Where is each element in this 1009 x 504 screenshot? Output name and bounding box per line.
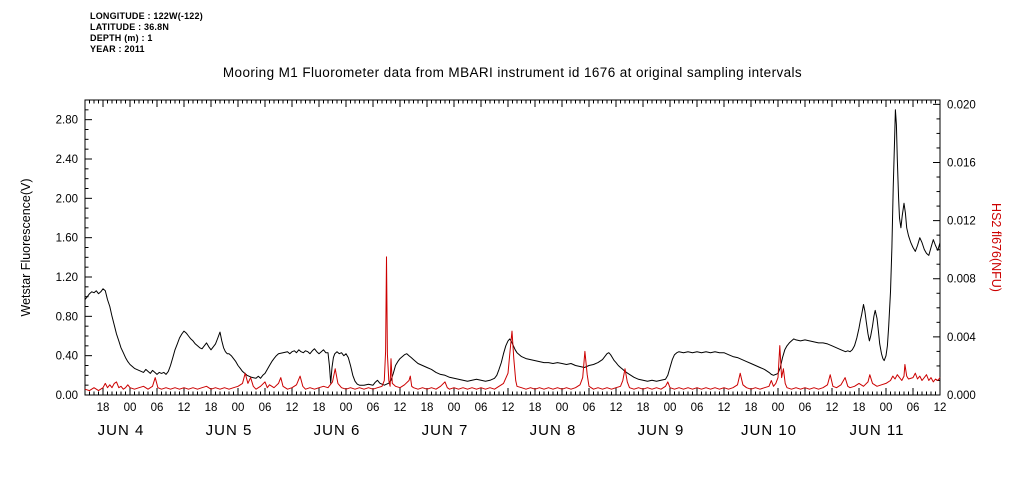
left-tick-label: 2.80 — [56, 115, 78, 127]
x-date-label: JUN 4 — [98, 422, 145, 439]
x-tick-label: 12 — [178, 402, 191, 414]
x-tick-label: 00 — [448, 402, 461, 414]
right-tick-label: 0.000 — [947, 390, 976, 402]
x-tick-label: 18 — [421, 402, 434, 414]
left-tick-label: 2.00 — [56, 193, 78, 205]
left-tick-label: 1.60 — [56, 233, 78, 245]
x-tick-label: 00 — [340, 402, 353, 414]
x-tick-label: 00 — [880, 402, 893, 414]
x-tick-label: 06 — [583, 402, 596, 414]
metadata-year: YEAR : 2011 — [90, 44, 145, 54]
right-tick-label: 0.004 — [947, 332, 976, 344]
x-tick-label: 12 — [502, 402, 515, 414]
x-tick-label: 00 — [124, 402, 137, 414]
hs2-fl676-series-line — [84, 256, 941, 392]
metadata-longitude: LONGITUDE : 122W(-122) — [90, 11, 203, 21]
right-tick-label: 0.016 — [947, 157, 976, 169]
metadata-latitude: LATITUDE : 36.8N — [90, 22, 170, 32]
metadata-block: LONGITUDE : 122W(-122) LATITUDE : 36.8N … — [90, 11, 203, 55]
metadata-depth: DEPTH (m) : 1 — [90, 33, 153, 43]
x-tick-label: 18 — [853, 402, 866, 414]
x-tick-label: 06 — [367, 402, 380, 414]
left-tick-label: 2.40 — [56, 154, 78, 166]
x-tick-label: 12 — [934, 402, 947, 414]
x-tick-label: 00 — [772, 402, 785, 414]
x-tick-label: 18 — [637, 402, 650, 414]
right-axis-title: HS2 fl676(NFU) — [989, 203, 1003, 292]
x-tick-label: 12 — [610, 402, 623, 414]
plot-frame — [84, 99, 941, 396]
x-date-label: JUN 6 — [314, 422, 361, 439]
x-date-label: JUN 7 — [422, 422, 469, 439]
x-tick-label: 06 — [259, 402, 272, 414]
right-tick-label: 0.008 — [947, 274, 976, 286]
x-tick-label: 06 — [151, 402, 164, 414]
x-tick-label: 12 — [286, 402, 299, 414]
left-axis-title: Wetstar Fluorescence(V) — [19, 178, 33, 316]
x-tick-label: 06 — [691, 402, 704, 414]
x-date-label: JUN 5 — [206, 422, 253, 439]
x-tick-label: 18 — [313, 402, 326, 414]
x-tick-label: 18 — [205, 402, 218, 414]
x-tick-label: 06 — [799, 402, 812, 414]
x-date-label: JUN 11 — [850, 422, 905, 439]
x-tick-label: 06 — [475, 402, 488, 414]
left-tick-label: 0.00 — [56, 390, 78, 402]
x-date-label: JUN 10 — [741, 422, 797, 439]
wetstar-fluorescence-series-line — [84, 109, 941, 386]
x-tick-label: 18 — [97, 402, 110, 414]
x-tick-label: 00 — [664, 402, 677, 414]
x-tick-label: 00 — [556, 402, 569, 414]
chart-title: Mooring M1 Fluorometer data from MBARI i… — [222, 65, 803, 80]
right-tick-label: 0.012 — [947, 216, 976, 228]
left-tick-label: 0.40 — [56, 351, 78, 363]
x-tick-label: 18 — [745, 402, 758, 414]
x-tick-label: 12 — [718, 402, 731, 414]
x-tick-label: 12 — [394, 402, 407, 414]
x-tick-label: 00 — [232, 402, 245, 414]
x-tick-label: 18 — [529, 402, 542, 414]
left-tick-label: 0.80 — [56, 311, 78, 323]
x-tick-label: 06 — [907, 402, 920, 414]
x-date-label: JUN 9 — [638, 422, 685, 439]
left-tick-label: 1.20 — [56, 272, 78, 284]
right-tick-label: 0.020 — [947, 99, 976, 111]
x-date-label: JUN 8 — [530, 422, 577, 439]
x-tick-label: 12 — [826, 402, 839, 414]
